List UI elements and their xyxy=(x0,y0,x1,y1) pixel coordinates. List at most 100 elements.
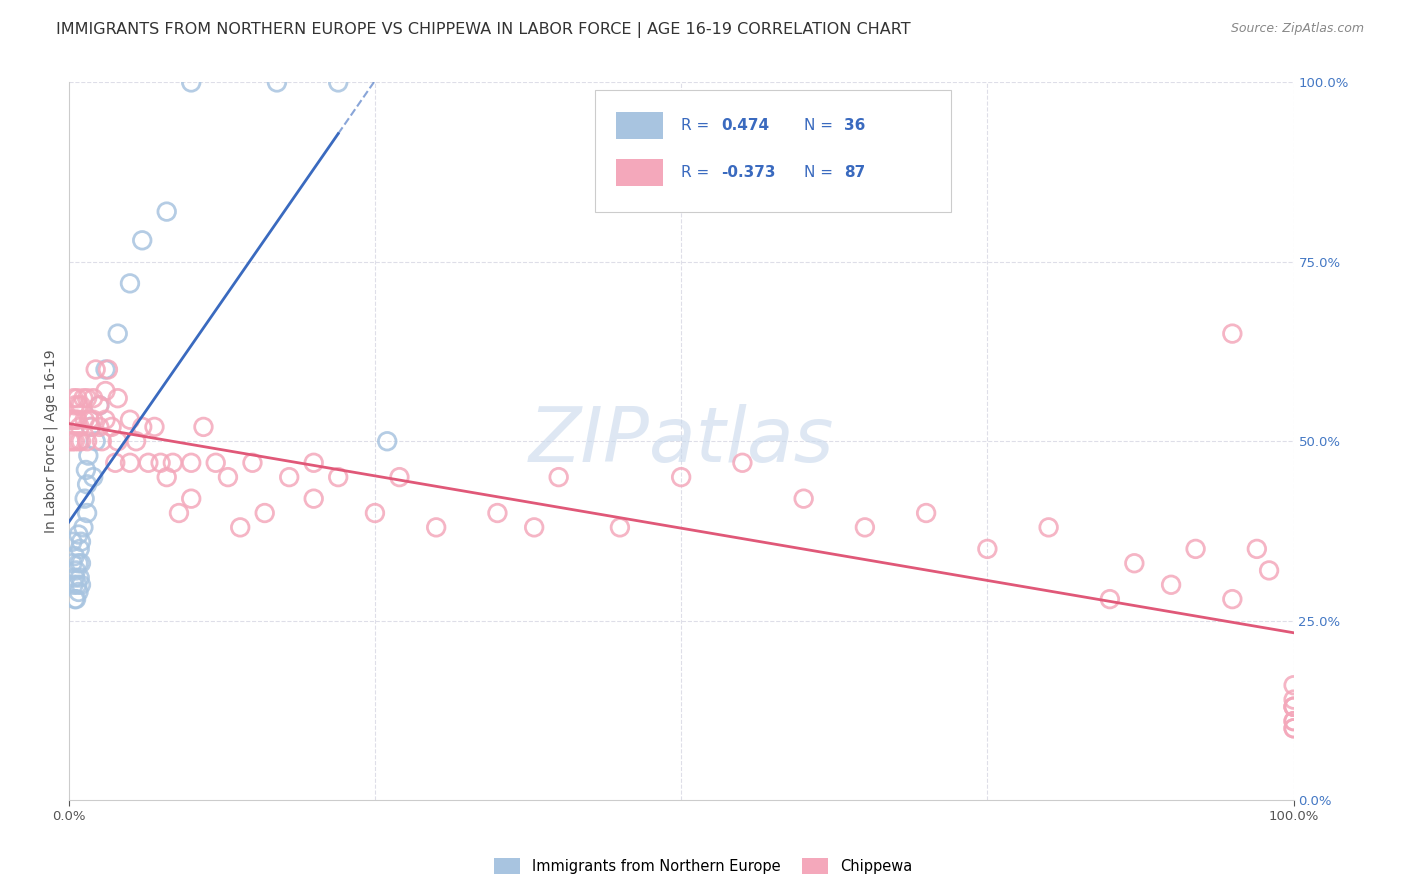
Point xyxy=(156,204,179,219)
Point xyxy=(79,413,101,427)
Point xyxy=(976,541,998,556)
Point xyxy=(76,506,98,520)
FancyBboxPatch shape xyxy=(616,112,662,139)
Point xyxy=(100,420,122,434)
Point xyxy=(138,456,160,470)
FancyBboxPatch shape xyxy=(616,159,662,186)
Point xyxy=(328,470,350,484)
Point xyxy=(60,534,83,549)
Point xyxy=(302,491,325,506)
Point xyxy=(1282,678,1305,692)
Point xyxy=(67,556,90,570)
Point xyxy=(156,470,179,484)
Point xyxy=(80,420,103,434)
Text: N =: N = xyxy=(804,118,838,133)
FancyBboxPatch shape xyxy=(595,89,950,211)
Point xyxy=(364,506,387,520)
Point xyxy=(853,520,876,534)
Point xyxy=(1282,692,1305,706)
Legend: Immigrants from Northern Europe, Chippewa: Immigrants from Northern Europe, Chippew… xyxy=(488,852,918,880)
Point xyxy=(70,434,93,449)
Point xyxy=(69,541,91,556)
Point xyxy=(793,491,815,506)
Point xyxy=(63,398,86,412)
Point xyxy=(94,413,117,427)
Point xyxy=(67,585,90,599)
Point xyxy=(217,470,239,484)
Point xyxy=(1282,721,1305,735)
Point xyxy=(302,456,325,470)
Point xyxy=(76,391,98,405)
Point xyxy=(375,434,398,449)
Point xyxy=(69,420,91,434)
Text: -0.373: -0.373 xyxy=(721,165,776,179)
Point xyxy=(162,456,184,470)
Point xyxy=(104,456,127,470)
Point xyxy=(1246,541,1268,556)
Point xyxy=(67,398,90,412)
Point xyxy=(84,362,107,376)
Point xyxy=(1282,699,1305,714)
Point xyxy=(915,506,938,520)
Point xyxy=(65,592,87,607)
Point xyxy=(90,434,112,449)
Point xyxy=(278,470,301,484)
Point xyxy=(65,563,87,577)
Point xyxy=(73,491,96,506)
Point xyxy=(180,75,202,89)
Point xyxy=(1282,721,1305,735)
Text: R =: R = xyxy=(681,118,714,133)
Point xyxy=(82,391,104,405)
Point xyxy=(66,413,89,427)
Point xyxy=(60,434,83,449)
Point xyxy=(669,470,692,484)
Point xyxy=(1282,699,1305,714)
Point xyxy=(1220,592,1243,607)
Text: ZIPatlas: ZIPatlas xyxy=(529,404,834,478)
Point xyxy=(388,470,411,484)
Point xyxy=(609,520,631,534)
Point xyxy=(82,470,104,484)
Point xyxy=(1258,563,1281,577)
Text: IMMIGRANTS FROM NORTHERN EUROPE VS CHIPPEWA IN LABOR FORCE | AGE 16-19 CORRELATI: IMMIGRANTS FROM NORTHERN EUROPE VS CHIPP… xyxy=(56,22,911,38)
Point xyxy=(60,556,83,570)
Point xyxy=(143,420,166,434)
Point xyxy=(89,398,111,412)
Point xyxy=(131,420,153,434)
Point xyxy=(59,434,82,449)
Point xyxy=(180,456,202,470)
Point xyxy=(76,477,98,491)
Point xyxy=(66,578,89,592)
Point xyxy=(94,384,117,398)
Point xyxy=(70,556,93,570)
Point xyxy=(486,506,509,520)
Point xyxy=(229,520,252,534)
Point xyxy=(328,75,350,89)
Point xyxy=(73,413,96,427)
Point xyxy=(66,391,89,405)
Point xyxy=(77,449,100,463)
Point xyxy=(253,506,276,520)
Point xyxy=(125,434,148,449)
Point xyxy=(72,520,94,534)
Point xyxy=(1282,714,1305,728)
Point xyxy=(97,362,120,376)
Point xyxy=(69,571,91,585)
Point xyxy=(70,534,93,549)
Point xyxy=(94,362,117,376)
Point xyxy=(89,398,111,412)
Point xyxy=(167,506,190,520)
Point xyxy=(107,326,129,341)
Point xyxy=(62,391,84,405)
Point xyxy=(425,520,447,534)
Point xyxy=(67,434,90,449)
Point xyxy=(1220,326,1243,341)
Point xyxy=(731,456,754,470)
Point xyxy=(266,75,288,89)
Point xyxy=(242,456,264,470)
Point xyxy=(63,592,86,607)
Point xyxy=(63,549,86,563)
Point xyxy=(70,578,93,592)
Point xyxy=(118,456,141,470)
Point xyxy=(63,434,86,449)
